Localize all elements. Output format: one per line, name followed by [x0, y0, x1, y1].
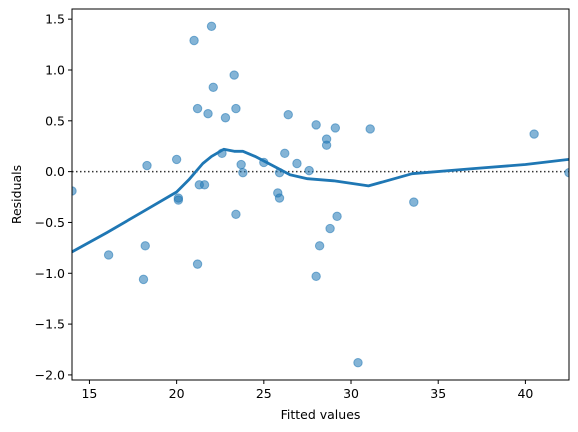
residual-point [321, 134, 332, 144]
x-tick-label: 30 [343, 386, 359, 401]
y-tick-label: −1.5 [35, 317, 65, 332]
residual-point [171, 154, 182, 165]
residual-points [72, 21, 569, 368]
y-tick-label: −0.5 [35, 215, 65, 230]
residual-point [238, 167, 248, 178]
y-axis-label: Residuals [9, 165, 24, 224]
x-tick-label: 20 [169, 386, 185, 401]
y-tick-label: −2.0 [35, 367, 65, 382]
residual-point [283, 110, 293, 120]
plot-area [72, 9, 569, 380]
residual-point [192, 103, 203, 114]
residual-point [140, 241, 150, 251]
y-tick-label: 0.5 [45, 113, 65, 128]
residual-point [280, 148, 290, 159]
residual-point [199, 180, 210, 190]
residual-point [173, 195, 184, 205]
axes-frame [71, 8, 570, 381]
residual-point [274, 193, 285, 203]
x-tick-label: 40 [517, 386, 533, 401]
residual-point [229, 70, 239, 80]
residual-point [529, 129, 539, 139]
residual-point [231, 209, 241, 220]
residual-point [142, 160, 152, 171]
residual-point [332, 211, 342, 222]
residual-point [189, 35, 199, 46]
residual-point [208, 82, 218, 92]
residual-point [314, 241, 325, 251]
residual-point [325, 223, 335, 234]
y-tick-label: 1.5 [45, 12, 65, 27]
residual-point [220, 113, 231, 123]
y-tick-label: −1.0 [35, 266, 65, 281]
y-axis-ticks: −2.0 −1.5 −1.0 −0.5 0.0 0.5 1.0 1.5 [35, 12, 72, 382]
x-tick-label: 25 [256, 386, 272, 401]
y-tick-label: 1.0 [45, 62, 65, 77]
lowess-smooth-line [72, 147, 569, 254]
residual-point [231, 103, 241, 114]
residual-point [365, 124, 375, 134]
residual-point [236, 159, 246, 170]
residual-point [353, 358, 363, 368]
x-axis-label: Fitted values [281, 407, 361, 422]
residual-point [330, 123, 341, 133]
residual-point [192, 259, 203, 269]
residual-point [206, 21, 217, 31]
residual-point [304, 165, 314, 176]
residual-point [138, 274, 149, 285]
residual-point [103, 250, 114, 260]
x-axis-ticks: 15 20 25 30 35 40 [81, 380, 533, 401]
x-tick-label: 15 [81, 386, 97, 401]
axes-border [71, 8, 570, 381]
residual-point [311, 271, 321, 282]
residual-point [203, 108, 213, 119]
smooth-line-path [72, 147, 569, 254]
residual-point [311, 120, 321, 130]
y-tick-label: 0.0 [45, 164, 65, 179]
residual-point [292, 158, 302, 169]
plot-background [72, 9, 569, 380]
residual-point [409, 197, 419, 207]
x-tick-label: 35 [430, 386, 446, 401]
